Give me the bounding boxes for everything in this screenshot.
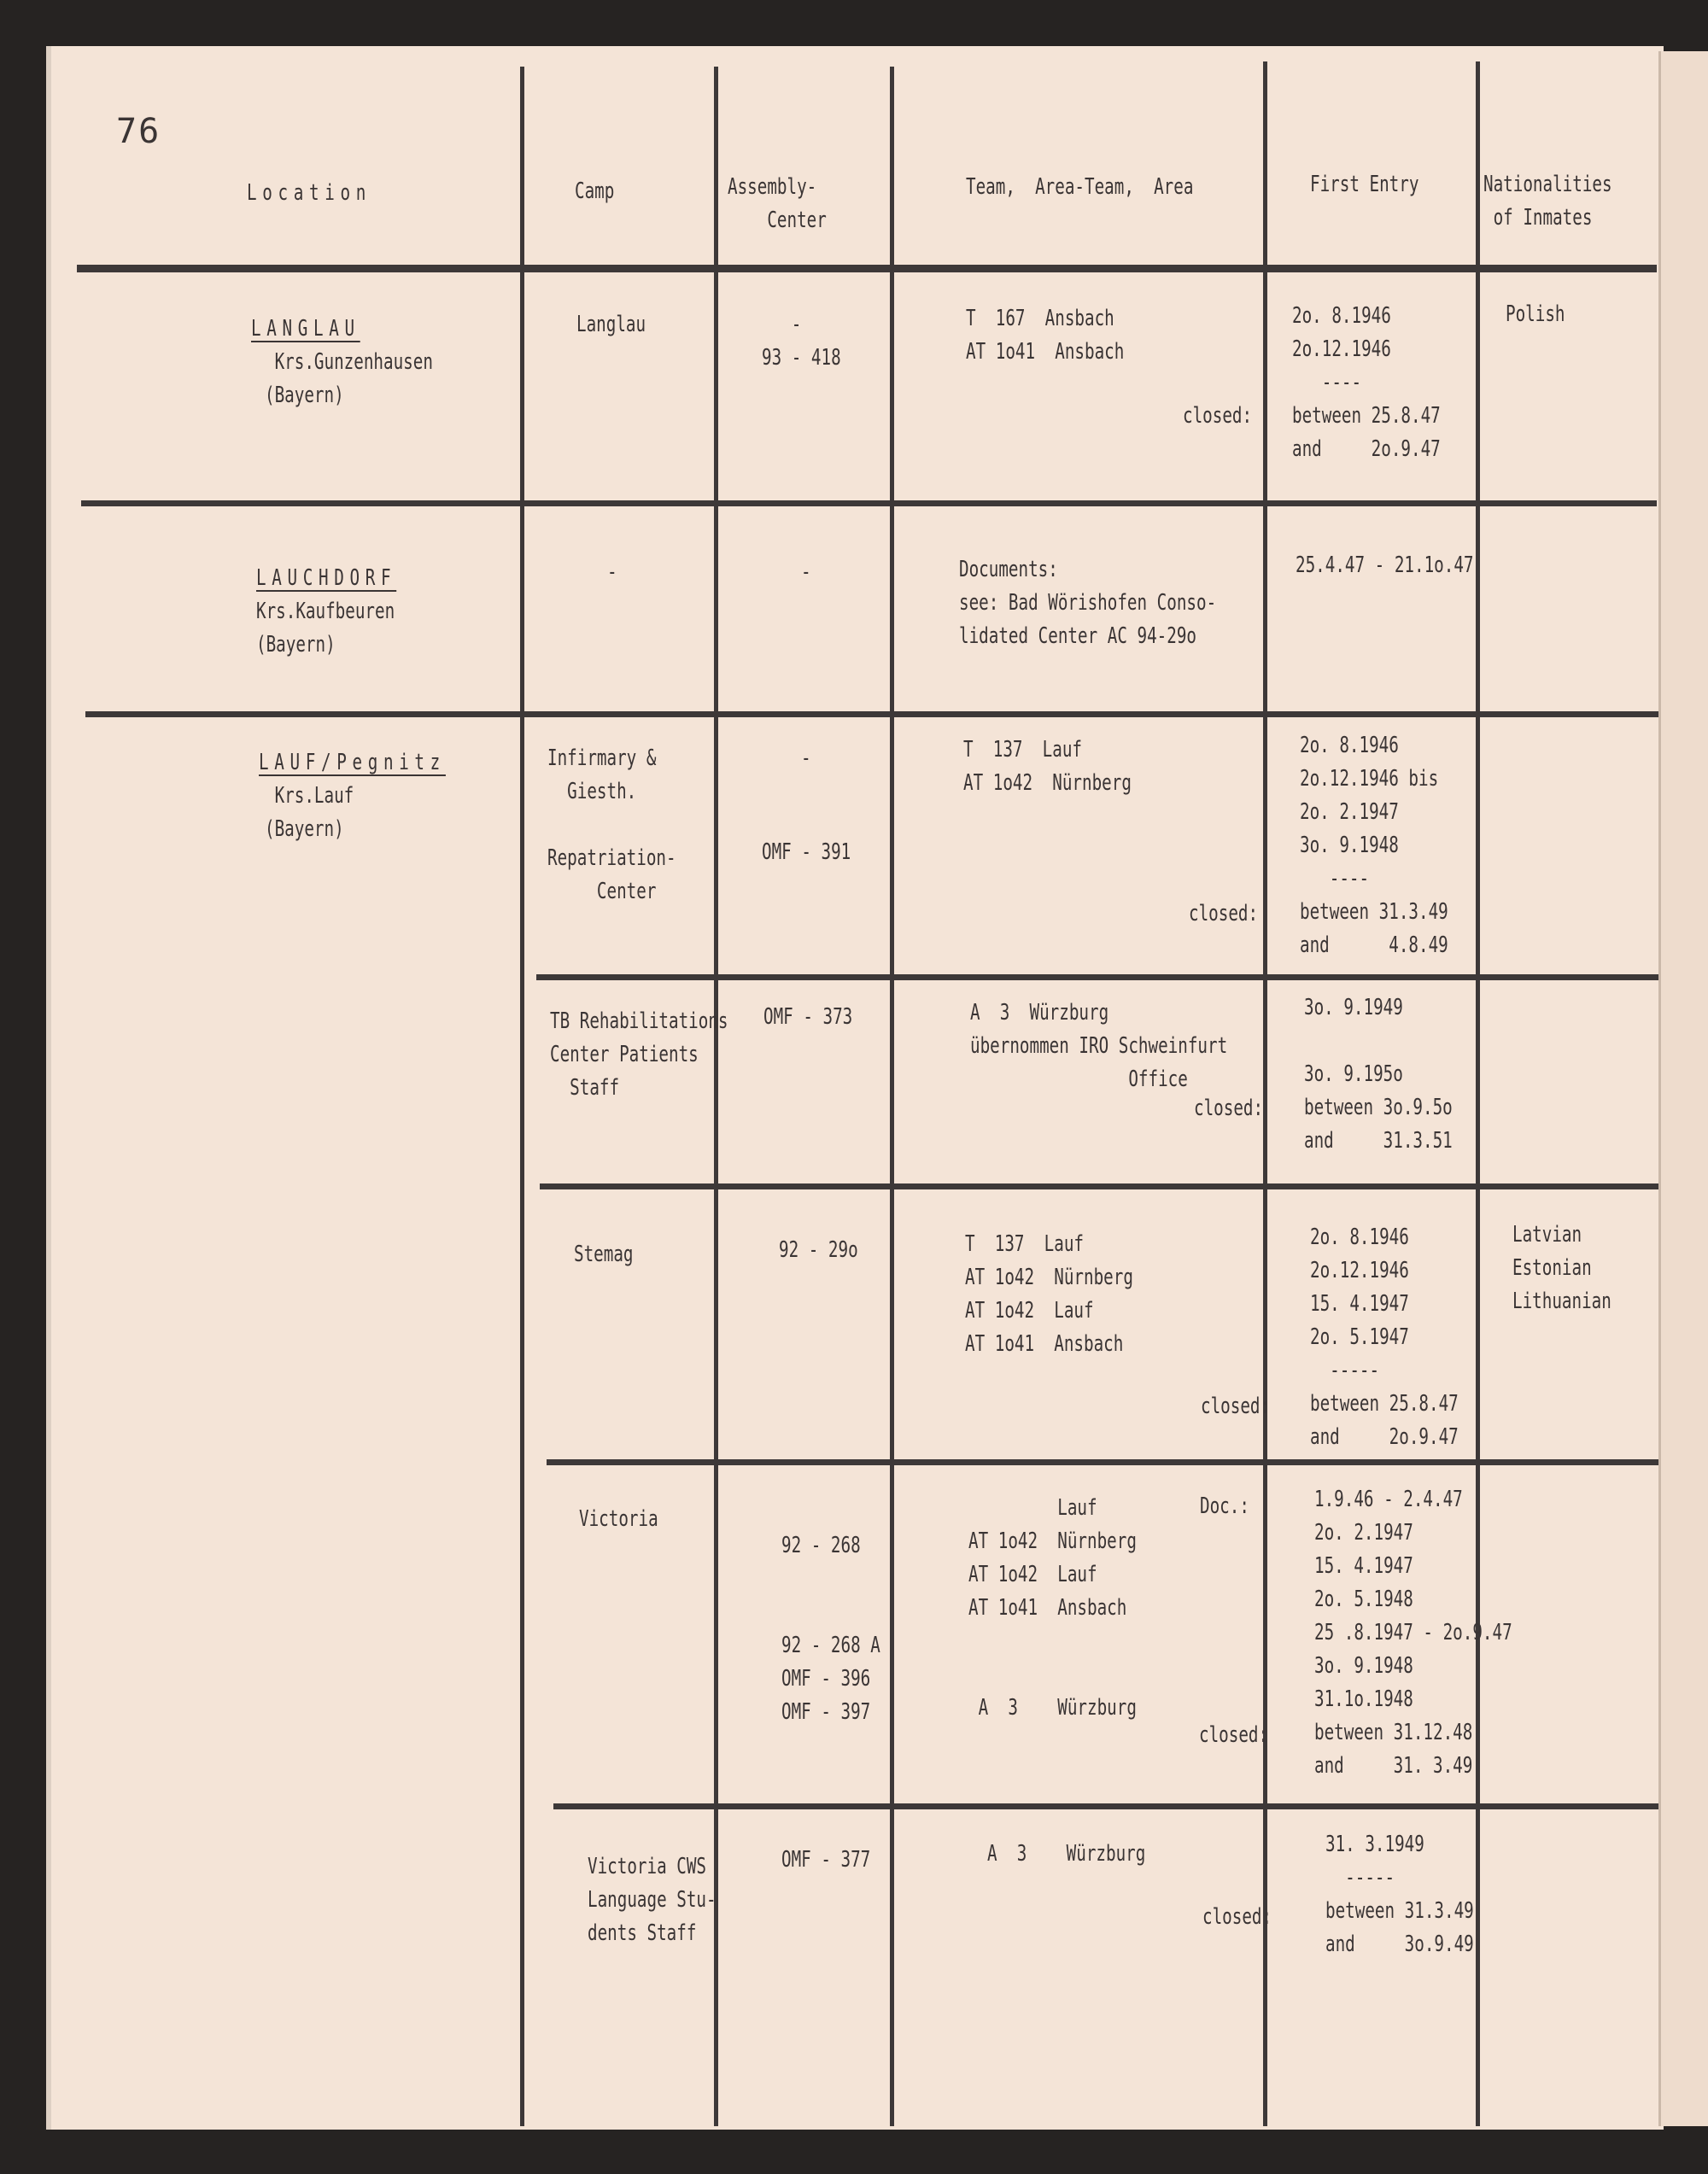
location-detail: Krs.Kaufbeuren (Bayern)	[256, 599, 395, 657]
team-area: Documents: see: Bad Wörishofen Conso- li…	[959, 557, 1217, 649]
first-entry: 2o. 8.1946 2o.12.1946 15. 4.1947 2o. 5.1…	[1310, 1224, 1459, 1450]
column-rule	[1476, 61, 1480, 2126]
team-area: T 137 Lauf AT 1o42 Nürnberg	[963, 737, 1132, 796]
column-rule	[890, 67, 894, 2126]
assembly-center: OMF - 377	[781, 1847, 871, 1873]
header-first-entry: First Entry	[1310, 172, 1419, 197]
closed-label: closed:	[1189, 901, 1259, 926]
header-location: Location	[247, 180, 371, 206]
subrow-divider	[536, 974, 1658, 980]
subrow-divider	[547, 1459, 1658, 1465]
assembly-center: 92 - 268 92 - 268 A OMF - 396 OMF - 397	[781, 1533, 880, 1725]
camp-name: TB Rehabilitations Center Patients Staff	[550, 1008, 728, 1101]
first-entry: 3o. 9.1949 3o. 9.195o between 3o.9.5o an…	[1304, 995, 1453, 1154]
subrow-divider	[540, 1183, 1658, 1189]
camp-name: Langlau	[576, 312, 646, 337]
camp-name: Victoria CWS Language Stu- dents Staff	[588, 1854, 717, 1946]
header-camp: Camp	[575, 178, 615, 204]
column-rule	[520, 67, 524, 2126]
first-entry: 2o. 8.1946 2o.12.1946 ---- between 25.8.…	[1292, 303, 1441, 462]
subrow-divider	[553, 1803, 1658, 1809]
location-detail: Krs.Gunzenhausen (Bayern)	[265, 349, 433, 408]
header-nationalities: Nationalities of Inmates	[1483, 172, 1612, 231]
closed-label: closed:	[1201, 1394, 1271, 1419]
column-rule	[1263, 61, 1267, 2126]
closed-label: closed:	[1202, 1904, 1272, 1930]
first-entry: 31. 3.1949 ----- between 31.3.49 and 3o.…	[1325, 1832, 1474, 1957]
camp-name: -	[607, 559, 617, 585]
next-page-edge	[1658, 51, 1708, 2126]
row-divider	[85, 711, 1658, 717]
assembly-center: -	[801, 745, 811, 771]
header-team: Team, Area-Team, Area	[966, 174, 1194, 200]
first-entry: 1.9.46 - 2.4.47 2o. 2.1947 15. 4.1947 2o…	[1314, 1487, 1512, 1779]
nationalities: Latvian Estonian Lithuanian	[1512, 1222, 1611, 1314]
location-name: LAUCHDORF	[256, 565, 397, 591]
location-detail: Krs.Lauf (Bayern)	[265, 783, 354, 842]
camp-name: Infirmary & Giesth. Repatriation- Center	[547, 745, 676, 904]
header-assembly-center: Assembly- Center	[728, 174, 827, 233]
assembly-center: - 93 - 418	[762, 312, 841, 371]
team-area: T 137 Lauf AT 1o42 Nürnberg AT 1o42 Lauf…	[965, 1231, 1133, 1357]
first-entry: 25.4.47 - 21.1o.47	[1296, 552, 1474, 578]
nationalities: Polish	[1506, 301, 1565, 327]
team-area: T 167 Ansbach AT 1o41 Ansbach	[966, 306, 1125, 365]
team-area: Lauf AT 1o42 Nürnberg AT 1o42 Lauf AT 1o…	[968, 1495, 1137, 1721]
closed-label: closed:	[1194, 1096, 1264, 1121]
document-page	[46, 46, 1664, 2130]
page-number: 76	[116, 112, 161, 151]
row-divider	[81, 500, 1657, 506]
assembly-center: OMF - 373	[763, 1004, 853, 1030]
header-rule	[77, 265, 1657, 272]
team-area: A 3 Würzburg übernommen IRO Schweinfurt …	[970, 1000, 1228, 1092]
assembly-center: 92 - 29o	[779, 1237, 858, 1263]
closed-label: closed:	[1199, 1722, 1269, 1748]
first-entry: 2o. 8.1946 2o.12.1946 bis 2o. 2.1947 3o.…	[1300, 733, 1448, 958]
doc-label: Doc.:	[1200, 1493, 1249, 1519]
assembly-center: -	[801, 559, 811, 585]
team-area: A 3 Würzburg	[987, 1841, 1146, 1867]
closed-label: closed:	[1183, 403, 1253, 429]
column-rule	[714, 67, 718, 2126]
location-name: LAUF/Pegnitz	[259, 750, 446, 775]
camp-name: Victoria	[579, 1506, 658, 1532]
camp-name: Stemag	[574, 1242, 634, 1267]
assembly-center: OMF - 391	[762, 839, 851, 865]
location-name: LANGLAU	[251, 316, 360, 342]
